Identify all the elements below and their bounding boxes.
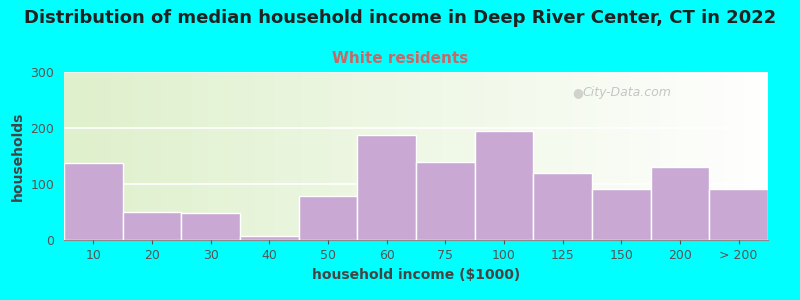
Bar: [358, 135, 416, 240]
Bar: [710, 189, 768, 240]
Text: ●: ●: [573, 86, 583, 99]
Bar: [474, 131, 534, 240]
Bar: [650, 167, 710, 240]
Bar: [240, 236, 298, 240]
Bar: [182, 213, 240, 240]
Text: Distribution of median household income in Deep River Center, CT in 2022: Distribution of median household income …: [24, 9, 776, 27]
Bar: [298, 196, 358, 240]
X-axis label: household income ($1000): household income ($1000): [312, 268, 520, 282]
Bar: [64, 163, 122, 240]
Bar: [122, 212, 182, 240]
Bar: [592, 189, 650, 240]
Y-axis label: households: households: [11, 111, 25, 201]
Text: White residents: White residents: [332, 51, 468, 66]
Text: City-Data.com: City-Data.com: [582, 86, 672, 99]
Bar: [416, 162, 474, 240]
Bar: [534, 173, 592, 240]
